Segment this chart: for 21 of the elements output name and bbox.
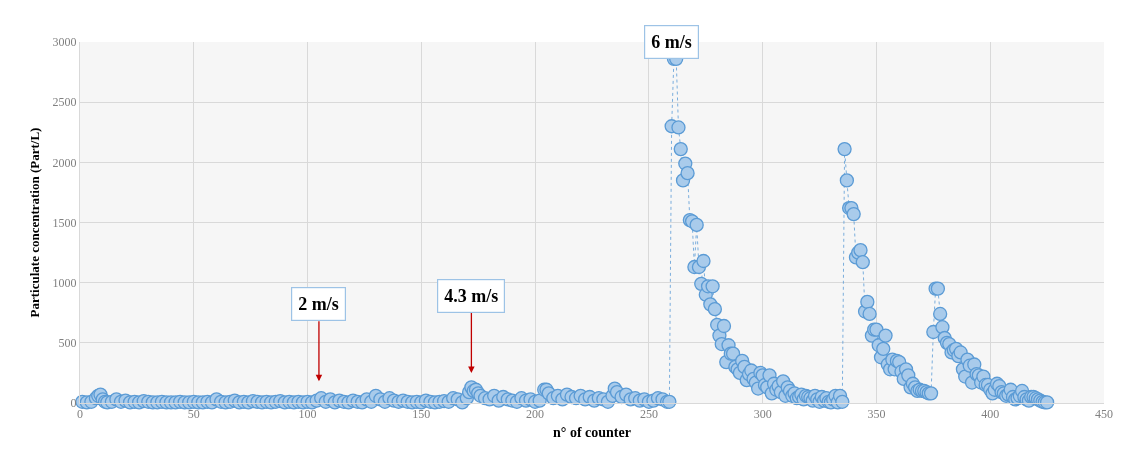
y-tick-label: 1000 bbox=[52, 275, 77, 290]
y-axis-title: Particulate concentration (Part/L) bbox=[26, 127, 42, 318]
x-axis-title: n° of counter bbox=[553, 424, 631, 440]
x-tick-label: 250 bbox=[639, 407, 658, 422]
annotation: 6 m/s bbox=[651, 32, 692, 53]
annotation: 2 m/s bbox=[298, 294, 339, 315]
x-tick-label: 400 bbox=[981, 407, 1000, 422]
x-tick-label: 150 bbox=[412, 407, 431, 422]
y-tick-label: 3000 bbox=[52, 35, 77, 50]
x-tick-label: 100 bbox=[298, 407, 317, 422]
x-tick-label: 450 bbox=[1095, 407, 1113, 422]
x-tick-label: 350 bbox=[867, 407, 886, 422]
x-tick-label: 50 bbox=[187, 407, 200, 422]
y-tick-label: 500 bbox=[58, 336, 77, 351]
y-tick-label: 1500 bbox=[52, 215, 77, 230]
y-tick-label: 2000 bbox=[52, 155, 77, 170]
x-tick-label: 300 bbox=[753, 407, 772, 422]
x-tick-label: 200 bbox=[526, 407, 545, 422]
y-tick-label: 2500 bbox=[52, 95, 77, 110]
annotation: 4.3 m/s bbox=[444, 286, 499, 307]
y-tick-label: 0 bbox=[70, 396, 77, 411]
